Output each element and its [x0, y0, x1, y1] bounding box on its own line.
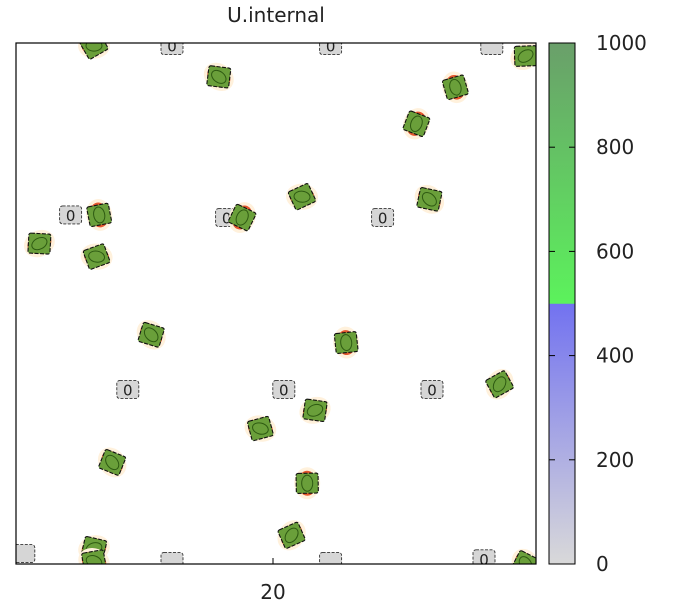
hot-blob — [244, 415, 277, 442]
colorbar-tick-label: 400 — [596, 344, 634, 368]
cold-patch: 0 — [472, 549, 496, 569]
hot-blob — [23, 229, 55, 258]
hot-blob — [414, 184, 445, 214]
hot-blob — [78, 548, 110, 564]
hot-blob — [485, 368, 514, 400]
cold-patch: 0 — [371, 208, 395, 228]
hot-blob — [277, 520, 306, 551]
colorbar-tick-label: 200 — [596, 448, 634, 472]
hot-blobs — [23, 43, 536, 564]
hot-blob — [299, 396, 331, 424]
hot-blob — [441, 71, 469, 104]
chart-title: U.internal — [227, 3, 325, 27]
hot-blob — [511, 548, 536, 564]
cold-patch — [319, 551, 343, 564]
hot-blob — [86, 199, 113, 231]
cold-patch: 0 — [319, 38, 343, 56]
colorbar-tick-label: 800 — [596, 135, 634, 159]
hot-blob — [78, 43, 110, 60]
colorbar-ticks: 0 200 400 600 800 1000 — [549, 31, 647, 576]
plot-area — [16, 43, 536, 564]
hot-blob — [203, 62, 234, 92]
cold-patch — [160, 551, 184, 564]
colorbar — [548, 42, 576, 565]
hot-blob — [80, 243, 113, 270]
cold-patches: 0 0 0 0 0 0 0 0 0 — [16, 38, 504, 569]
cold-patch — [480, 43, 504, 56]
cold-patch — [16, 544, 36, 564]
contour-label: 0 — [479, 551, 489, 569]
contour-label: 0 — [167, 38, 177, 56]
cold-patch: 0 — [59, 205, 83, 225]
contour-label: 0 — [66, 207, 76, 225]
hot-blob — [228, 202, 257, 234]
hot-blob — [333, 326, 360, 359]
cold-patch: 0 — [160, 38, 184, 56]
hot-blob — [286, 183, 318, 211]
contour-label: 0 — [222, 210, 232, 228]
hot-blob — [510, 43, 536, 70]
hot-blob — [136, 320, 166, 350]
contour-label: 0 — [378, 210, 388, 228]
contour-label: 0 — [279, 381, 289, 399]
cold-patch: 0 — [116, 380, 140, 399]
colorbar-tick-label: 600 — [596, 239, 634, 263]
contour-label: 0 — [427, 381, 437, 399]
contour-label: 0 — [326, 38, 336, 56]
hot-blob — [294, 467, 321, 500]
colorbar-tick-label: 1000 — [596, 31, 647, 55]
hot-blob — [402, 108, 431, 140]
cold-patch: 0 — [272, 380, 296, 399]
plot-frame — [15, 42, 537, 565]
contour-label: 0 — [123, 381, 133, 399]
x-tick-label: 20 — [260, 580, 285, 600]
colorbar-tick-label: 0 — [596, 552, 609, 576]
cold-patch: 0 — [420, 380, 444, 399]
hot-blob — [97, 447, 127, 478]
